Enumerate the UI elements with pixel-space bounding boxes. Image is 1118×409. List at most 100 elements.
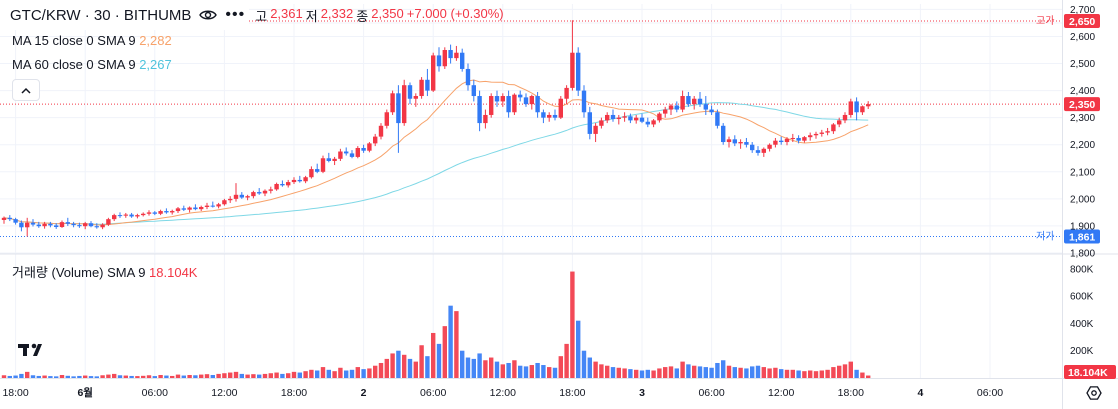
candle-body: [454, 52, 459, 59]
candle-body: [425, 79, 430, 91]
volume-bar: [7, 375, 12, 378]
y-tick-label: 2,100: [1070, 167, 1095, 178]
y-tick-label: 2,600: [1070, 32, 1095, 43]
x-tick-label: 12:00: [768, 387, 794, 399]
candle-body: [228, 198, 233, 201]
candle-body: [152, 212, 157, 214]
settings-icon[interactable]: [1086, 386, 1102, 400]
candle-body: [123, 214, 128, 216]
volume-bar: [291, 371, 297, 378]
volume-bar: [25, 371, 30, 378]
candle-body: [355, 147, 360, 157]
candle-body: [309, 169, 314, 178]
candle-body: [373, 136, 378, 144]
volume-bar: [564, 343, 569, 378]
y-tick-label: 1,900: [1070, 221, 1095, 232]
candle-body: [83, 223, 88, 227]
volume-bar: [407, 358, 413, 378]
candle-body: [477, 96, 482, 124]
volume-bar: [721, 360, 726, 378]
candle-body: [541, 112, 546, 118]
volume-bar: [402, 354, 407, 378]
candle-body: [593, 125, 598, 134]
collapse-legend-button[interactable]: [12, 79, 40, 101]
candle-body: [680, 96, 685, 110]
volume-bar: [262, 373, 268, 378]
volume-tick-label: 800K: [1070, 264, 1094, 275]
candle-body: [831, 124, 836, 132]
candle-body: [500, 96, 505, 102]
candle-body: [65, 222, 70, 224]
tradingview-logo-icon[interactable]: [18, 340, 48, 360]
candle-body: [88, 223, 94, 227]
volume-bar: [645, 369, 650, 378]
x-tick-label: 18:00: [281, 387, 307, 399]
volume-bar: [204, 374, 210, 378]
volume-tick-label: 400K: [1070, 319, 1094, 330]
candle-body: [402, 85, 407, 124]
volume-legend[interactable]: 거래량 (Volume) SMA 9 18.104K: [12, 262, 197, 281]
volume-tick-label: 600K: [1070, 292, 1094, 303]
candle-body: [187, 207, 192, 210]
candle-body: [146, 212, 152, 214]
high-label: 고: [255, 8, 268, 24]
volume-name: 거래량 (Volume) SMA 9: [12, 265, 146, 280]
candle-body: [390, 93, 395, 113]
symbol-box[interactable]: GTC/KRW · 30 · BITHUMB •••: [0, 0, 250, 30]
volume-bar: [332, 371, 337, 378]
candle-body: [616, 117, 621, 120]
candle-body: [657, 113, 662, 121]
volume-bar: [616, 367, 621, 378]
low-price-badge: [1064, 229, 1100, 244]
candle-body: [709, 109, 714, 113]
candle-body: [320, 158, 326, 172]
volume-bar: [657, 368, 662, 378]
candle-body: [489, 96, 494, 115]
volume-bar: [866, 375, 871, 378]
volume-bar: [552, 367, 558, 378]
more-dots-icon[interactable]: •••: [225, 6, 246, 23]
symbol-title[interactable]: GTC/KRW · 30 · BITHUMB: [10, 6, 192, 24]
volume-bar: [378, 362, 384, 378]
volume-bar: [1, 375, 7, 378]
volume-bar: [315, 370, 320, 378]
volume-bar: [106, 374, 111, 378]
candle-body: [286, 182, 291, 186]
volume-bar: [268, 373, 273, 378]
volume-bar: [581, 350, 587, 378]
eye-icon[interactable]: [199, 8, 218, 22]
candle-body: [639, 117, 645, 122]
volume-bar: [634, 369, 639, 378]
candle-body: [605, 114, 610, 121]
candle-body: [610, 114, 616, 120]
volume-bar: [135, 376, 140, 378]
volume-bar: [117, 375, 123, 378]
candle-body: [164, 211, 169, 213]
candle-body: [668, 105, 674, 110]
ma15-legend[interactable]: MA 15 close 0 SMA 9 2,282: [12, 33, 172, 48]
candle-body: [332, 158, 337, 161]
candle-body: [692, 98, 697, 105]
volume-bar: [210, 374, 215, 378]
change-value: +7.000 (+0.30%): [406, 5, 504, 21]
ma60-legend[interactable]: MA 60 close 0 SMA 9 2,267: [12, 57, 172, 72]
volume-bar: [547, 367, 552, 378]
ma60-line: [3, 102, 869, 225]
volume-bar: [170, 375, 175, 378]
volume-bar: [593, 361, 598, 378]
candle-body: [54, 225, 59, 228]
volume-bar: [349, 369, 355, 378]
volume-bar: [19, 373, 24, 378]
volume-bar: [523, 366, 529, 378]
volume-bar: [500, 364, 505, 378]
candle-body: [796, 137, 801, 141]
candle-body: [523, 97, 529, 105]
candle-body: [94, 226, 99, 228]
candle-body: [837, 120, 842, 125]
candle-body: [761, 148, 766, 153]
candle-body: [581, 90, 587, 113]
volume-bar: [88, 376, 94, 378]
volume-bar: [94, 376, 99, 378]
candle-body: [129, 214, 134, 217]
